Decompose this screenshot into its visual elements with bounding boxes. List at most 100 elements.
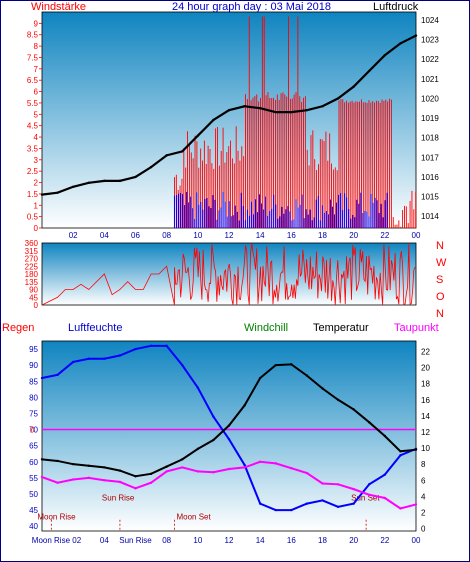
- pressure-point: [71, 185, 75, 188]
- direction-compass-label: S: [436, 274, 443, 286]
- dewpoint-point: [118, 480, 122, 484]
- dewpoint-point: [134, 487, 137, 490]
- x-tick-label: 12: [225, 231, 234, 240]
- temperature-point: [71, 462, 75, 466]
- dewpoint-point: [383, 496, 387, 500]
- direction-tick-label: 225: [25, 262, 39, 271]
- astro-marker-label: Sun Rise: [102, 493, 135, 502]
- pressure-point: [368, 69, 371, 73]
- humidity-point: [399, 454, 402, 457]
- dewpoint-point: [227, 467, 231, 471]
- pressure-point: [336, 97, 340, 100]
- dewpoint-point: [305, 471, 309, 475]
- humidity-point: [290, 508, 293, 512]
- dewpoint-point: [243, 466, 246, 469]
- humidity-point: [87, 357, 90, 360]
- x-tick-label: 18: [318, 231, 327, 240]
- wind-tick-label: 3: [34, 156, 39, 165]
- legend-regen: Regen: [2, 322, 34, 334]
- header-title: 24 hour graph day : 03 Mai 2018: [172, 1, 331, 13]
- wind-tick-label: 5: [34, 110, 39, 119]
- pressure-point: [56, 191, 59, 194]
- humidity-tick-label: 50: [29, 490, 38, 499]
- temperature-tick-label: 16: [421, 396, 430, 405]
- pressure-point: [87, 181, 90, 185]
- humidity-tick-label: 60: [29, 458, 38, 467]
- humidity-point: [165, 344, 168, 348]
- pressure-tick-label: 1015: [421, 193, 439, 202]
- pressure-tick-label: 1019: [421, 114, 439, 123]
- x-tick-label: 10: [193, 231, 202, 240]
- dewpoint-point: [196, 470, 200, 473]
- dewpoint-point: [40, 475, 44, 479]
- wind-tick-label: 1: [34, 201, 39, 210]
- humidity-point: [274, 508, 277, 512]
- pressure-point: [134, 175, 137, 179]
- x-tick-label-bottom: Moon Rise 02: [32, 536, 82, 545]
- direction-compass-label: W: [436, 257, 447, 269]
- humidity-tick-label: 95: [29, 345, 38, 354]
- x-tick-label-bottom: 20: [349, 536, 358, 545]
- pressure-point: [118, 179, 122, 183]
- temperature-point: [103, 466, 106, 469]
- temperature-tick-label: 12: [421, 428, 430, 437]
- dewpoint-point: [258, 460, 262, 463]
- wind-tick-label: 2: [34, 179, 39, 188]
- temperature-point: [258, 376, 262, 380]
- wind-tick-label: 0: [34, 224, 39, 233]
- humidity-point: [368, 483, 371, 486]
- wind-tick-label: 6.5: [27, 76, 39, 85]
- x-tick-label: 20: [349, 231, 358, 240]
- pressure-tick-label: 1021: [421, 75, 439, 84]
- wind-tick-label: 4: [34, 133, 39, 142]
- astro-marker-label: Moon Rise: [37, 513, 76, 522]
- temperature-point: [87, 464, 90, 467]
- dewpoint-point: [336, 483, 340, 486]
- temp-humidity-panel: [41, 340, 417, 532]
- humidity-point: [181, 363, 184, 367]
- humidity-tick-label: 85: [29, 377, 38, 386]
- x-tick-label: 14: [256, 231, 265, 240]
- humidity-point: [258, 502, 262, 505]
- wind-tick-label: 5.5: [27, 99, 39, 108]
- humidity-point: [352, 502, 355, 505]
- wind-tick-label: 9: [34, 19, 39, 28]
- pressure-tick-label: 1017: [421, 153, 439, 162]
- humidity-tick-label: 80: [29, 393, 38, 402]
- legend-luftfeuchte: Luftfeuchte: [68, 322, 122, 334]
- wind-tick-label: 8: [34, 42, 39, 51]
- direction-compass-label: N: [436, 308, 444, 320]
- pressure-tick-label: 1014: [421, 212, 439, 221]
- header-left-label: Windstärke: [31, 1, 86, 13]
- temperature-point: [383, 434, 387, 438]
- pressure-point: [212, 118, 215, 122]
- dewpoint-point: [87, 476, 90, 480]
- temperature-tick-label: 14: [421, 412, 430, 421]
- x-tick-label-bottom: 18: [318, 536, 327, 545]
- temperature-tick-label: 10: [421, 444, 430, 453]
- pressure-point: [103, 179, 106, 183]
- temperature-point: [212, 438, 215, 442]
- legend-temperatur: Temperatur: [313, 322, 369, 334]
- temperature-point: [368, 421, 371, 424]
- wind-tick-label: 4.5: [27, 122, 39, 131]
- temperature-point: [321, 387, 324, 390]
- humidity-point: [71, 360, 75, 364]
- humidity-tick-label: 65: [29, 442, 38, 451]
- temperature-point: [165, 465, 168, 468]
- dewpoint-point: [414, 503, 418, 506]
- humidity-point: [305, 502, 309, 505]
- humidity-point: [383, 473, 387, 476]
- direction-tick-label: 180: [25, 270, 39, 279]
- pressure-point: [274, 110, 277, 114]
- temperature-point: [134, 475, 137, 478]
- x-tick-label: 04: [100, 231, 109, 240]
- temperature-tick-label: 20: [421, 364, 430, 373]
- wind-tick-label: 6: [34, 88, 39, 97]
- humidity-point: [212, 415, 215, 418]
- pressure-point: [181, 150, 184, 153]
- pressure-point: [227, 108, 231, 112]
- x-tick-label-bottom: 04: [100, 536, 109, 545]
- dewpoint-point: [149, 481, 153, 484]
